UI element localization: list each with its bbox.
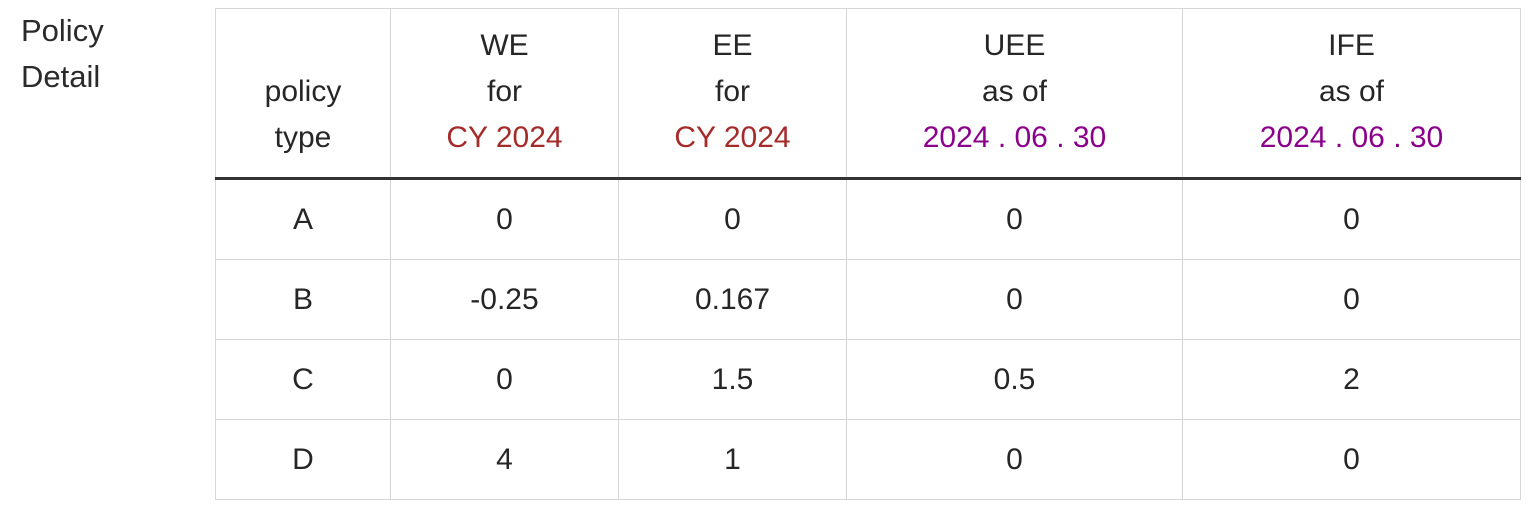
header-uee: UEE as of 2024 . 06 . 30 — [846, 8, 1183, 180]
policy-table: policy type WE for CY 2024 EE for CY 202… — [215, 8, 1521, 500]
cell-policy-type: A — [215, 178, 391, 260]
header-ife: IFE as of 2024 . 06 . 30 — [1182, 8, 1521, 180]
cell-policy-type: B — [215, 259, 391, 340]
cell-ife: 0 — [1182, 259, 1521, 340]
header-line: as of — [1318, 75, 1385, 108]
cell-policy-type: D — [215, 419, 391, 500]
header-date: 2024 . 06 . 30 — [922, 121, 1107, 154]
cell-we: 0 — [390, 339, 619, 420]
header-line: EE — [712, 29, 753, 62]
cell-ife: 0 — [1182, 178, 1521, 260]
header-line: type — [274, 121, 332, 154]
cell-ife: 0 — [1182, 419, 1521, 500]
section-label-line-2: Detail — [21, 59, 101, 94]
header-line: as of — [981, 75, 1048, 108]
cell-we: 4 — [390, 419, 619, 500]
section-label: Policy Detail — [21, 8, 104, 100]
section-label-line-1: Policy — [21, 13, 104, 48]
cell-ee: 0 — [618, 178, 847, 260]
table-row: D 4 1 0 0 — [215, 419, 1521, 500]
table-row: C 0 1.5 0.5 2 — [215, 339, 1521, 420]
header-line: for — [486, 75, 522, 108]
cell-we: -0.25 — [390, 259, 619, 340]
cell-uee: 0 — [846, 259, 1183, 340]
header-we: WE for CY 2024 — [390, 8, 619, 180]
table-body: A 0 0 0 0 B -0.25 0.167 0 0 C 0 1.5 0.5 … — [215, 178, 1521, 500]
header-line: UEE — [983, 29, 1046, 62]
cell-uee: 0 — [846, 178, 1183, 260]
header-line: IFE — [1328, 29, 1375, 62]
cell-ee: 0.167 — [618, 259, 847, 340]
header-date: 2024 . 06 . 30 — [1259, 121, 1444, 154]
table-header: policy type WE for CY 2024 EE for CY 202… — [215, 8, 1521, 180]
cell-ife: 2 — [1182, 339, 1521, 420]
header-period: CY 2024 — [446, 121, 563, 154]
cell-ee: 1 — [618, 419, 847, 500]
cell-ee: 1.5 — [618, 339, 847, 420]
cell-we: 0 — [390, 178, 619, 260]
header-line: for — [714, 75, 750, 108]
header-line: WE — [480, 29, 529, 62]
header-policy-type: policy type — [215, 8, 391, 180]
cell-uee: 0.5 — [846, 339, 1183, 420]
header-ee: EE for CY 2024 — [618, 8, 847, 180]
header-line: policy — [264, 75, 342, 108]
header-period: CY 2024 — [674, 121, 791, 154]
cell-uee: 0 — [846, 419, 1183, 500]
table-row: A 0 0 0 0 — [215, 178, 1521, 260]
table-row: B -0.25 0.167 0 0 — [215, 259, 1521, 340]
cell-policy-type: C — [215, 339, 391, 420]
header-row: policy type WE for CY 2024 EE for CY 202… — [215, 8, 1521, 180]
